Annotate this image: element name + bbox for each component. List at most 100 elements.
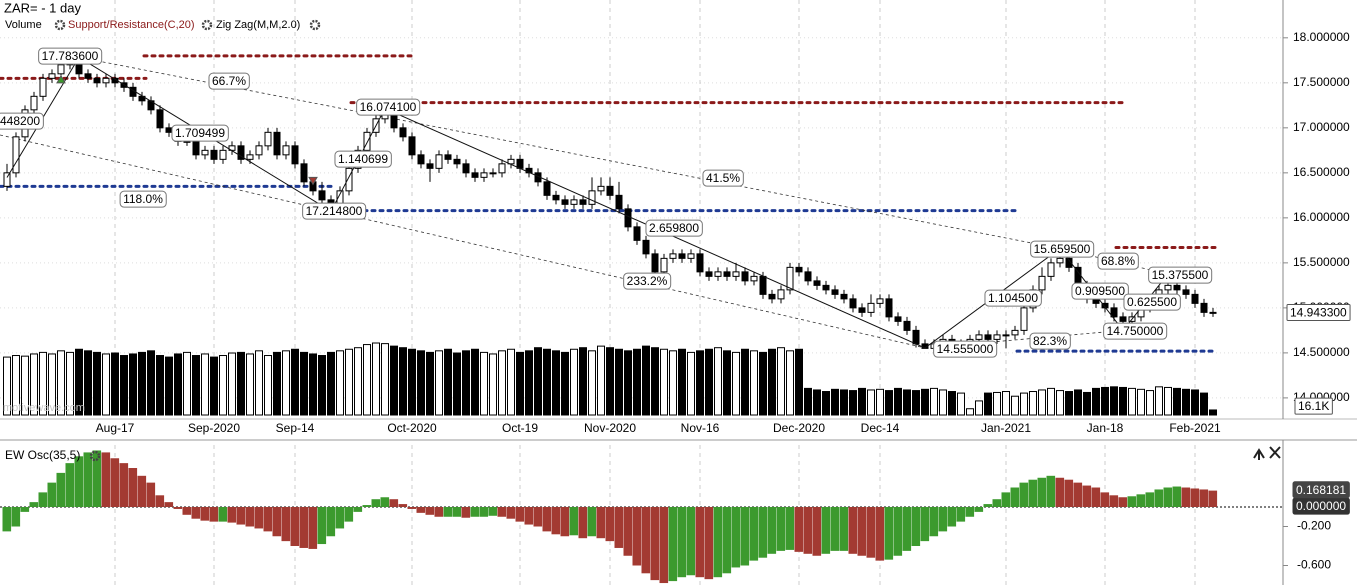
osc-bar (1001, 492, 1011, 508)
y-tick-label: -0.200 (1297, 519, 1331, 533)
x-tick-label: Oct-2020 (387, 421, 437, 435)
volume-bar (714, 347, 722, 416)
label-box (984, 289, 1042, 307)
osc-bar (1100, 492, 1110, 508)
volume-bar (426, 351, 434, 416)
volume-bar (939, 389, 947, 416)
osc-bar (1181, 487, 1191, 508)
osc-bar (794, 507, 804, 552)
candle-body (165, 127, 173, 133)
candle-body (57, 64, 65, 75)
candle-body (1191, 293, 1199, 304)
signal-marker (308, 176, 318, 186)
candle-body (435, 154, 443, 169)
osc-bar (461, 507, 471, 518)
candle-body (660, 257, 668, 273)
label-box (208, 72, 250, 90)
osc-bar (1037, 477, 1047, 508)
volume-bar (471, 348, 479, 416)
candle-body (750, 275, 758, 282)
settings-icon[interactable] (54, 19, 66, 31)
volume-bar (480, 351, 488, 416)
candle-body (1074, 266, 1082, 286)
candle-body (1110, 307, 1118, 318)
y-tick-label: 16.000000 (1293, 210, 1350, 224)
osc-bar (227, 507, 237, 523)
osc-bar (506, 507, 516, 519)
volume-bar (750, 350, 758, 416)
volume-bar (48, 353, 56, 416)
candle-body (876, 298, 884, 304)
volume-bar (921, 388, 929, 416)
volume-bar (660, 348, 668, 416)
x-tick-label: Feb-2021 (1169, 421, 1221, 435)
osc-bar (1208, 490, 1218, 508)
osc-bar (641, 507, 651, 574)
label-box (119, 190, 167, 208)
osc-bar (92, 450, 102, 508)
candle-body (93, 77, 101, 84)
osc-bar (443, 507, 453, 517)
candle-body (282, 145, 290, 156)
osc-bar (263, 507, 273, 532)
volume-bar (903, 389, 911, 416)
candle-body (1056, 257, 1064, 264)
osc-bar (659, 507, 669, 584)
volume-bar (705, 348, 713, 416)
volume-bar (336, 350, 344, 416)
settings-icon[interactable] (309, 19, 321, 31)
volume-bar (435, 350, 443, 416)
close-icon[interactable] (1269, 446, 1281, 459)
label-box (1148, 266, 1213, 284)
y-tick-label: 17.500000 (1293, 75, 1350, 89)
candle-body (813, 280, 821, 286)
osc-bar (290, 507, 300, 547)
candle-body (1047, 262, 1055, 277)
candle-body (579, 199, 587, 205)
volume-bar (840, 389, 848, 416)
osc-bar (254, 507, 264, 529)
osc-bar (344, 507, 354, 522)
settings-icon[interactable] (89, 450, 101, 462)
candle-body (543, 181, 551, 196)
osc-bar (20, 507, 30, 512)
annotation-label: 0.625500 (1127, 295, 1177, 309)
y-tick-label: 14.500000 (1293, 345, 1350, 359)
candle-body (786, 266, 794, 291)
osc-bar (731, 507, 741, 568)
volume-bar (75, 348, 83, 416)
candle-body (678, 253, 686, 259)
label-box (623, 272, 672, 290)
volume-bar (1092, 387, 1100, 416)
volume-bar (300, 351, 308, 416)
osc-bar (1172, 486, 1182, 508)
osc-bar (2, 507, 12, 532)
osc-bar (596, 507, 606, 539)
osc-bar (947, 507, 957, 527)
volume-bar (327, 351, 335, 416)
osc-bar (389, 499, 399, 508)
settings-icon[interactable] (201, 19, 213, 31)
maximize-icon[interactable] (1253, 448, 1265, 460)
annotation-label: 1.709499 (175, 126, 225, 140)
volume-bar (21, 355, 29, 416)
volume-bar (354, 347, 362, 416)
osc-bar (605, 507, 615, 542)
label-box (171, 124, 229, 142)
candle-body (912, 329, 920, 345)
volume-bar (642, 345, 650, 416)
volume-bar (444, 348, 452, 416)
osc-bar (929, 507, 939, 537)
annotation-label: 82.3% (1033, 334, 1067, 348)
volume-bar (39, 351, 47, 416)
candle-body (1173, 284, 1181, 291)
osc-bar (722, 507, 732, 574)
osc-bar (1010, 487, 1020, 508)
volume-bar (228, 352, 236, 416)
osc-bar (767, 507, 777, 554)
volume-bar (147, 350, 155, 416)
volume-bar (552, 350, 560, 416)
volume-bar (210, 356, 218, 416)
